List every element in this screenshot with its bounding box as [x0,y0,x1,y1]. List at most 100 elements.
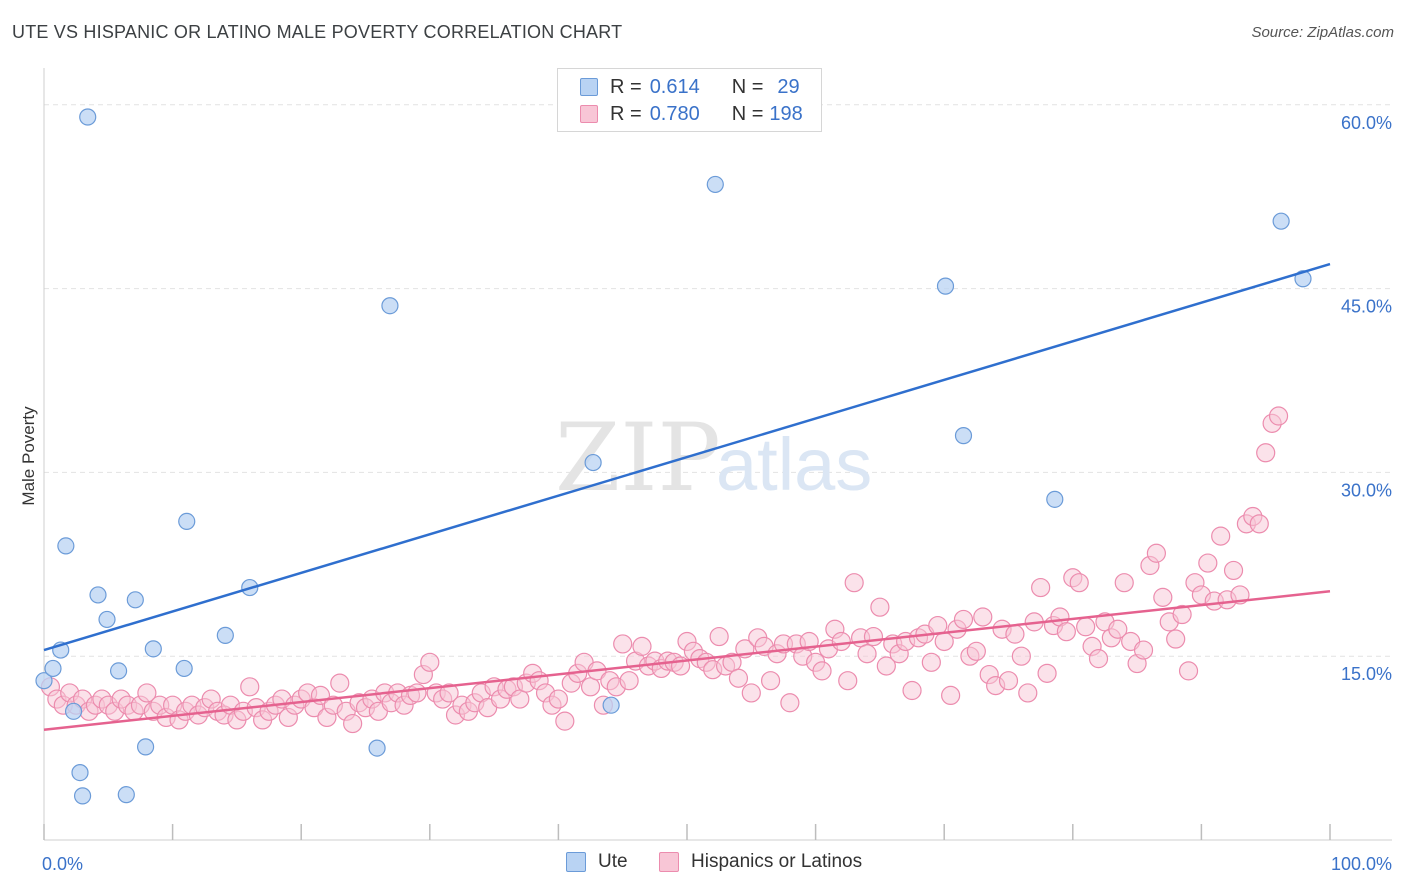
ute-point [73,787,92,805]
ute-point [98,610,116,629]
hispanic-point [857,644,877,664]
ute-point [1294,270,1312,288]
ute-point [936,277,955,295]
hispanic-point [137,683,157,703]
ute-r-label: R = [610,75,642,98]
hispanic-point [941,685,961,706]
hispanic-point [921,652,941,672]
ute-point [126,591,144,609]
ute-point [178,512,196,530]
hispanic-swatch [580,105,598,123]
hispanic-points [40,406,1289,734]
hispanic-point [240,677,260,697]
ute-point [89,586,107,604]
ute-n-value: 29 [777,75,800,98]
legend-ute-swatch [566,852,586,872]
hispanic-point [1198,553,1218,573]
hispanic-point [407,683,427,703]
ute-point [216,626,234,644]
hispanic-point [998,671,1019,691]
hispanic-point [1114,573,1134,593]
ute-n-label: N = [731,75,764,98]
ute-point [35,672,53,690]
hispanic-point [876,656,896,676]
hispanic-point [870,597,890,617]
legend-item-hispanic: Hispanics or Latinos [659,851,862,873]
hispanic-point [1037,663,1057,683]
hispanic-point [1133,640,1154,660]
hispanic-point [1056,622,1076,642]
ute-point [109,662,128,680]
hispanic-point [330,673,350,693]
hispanic-point [1249,514,1269,534]
y-tick-label: 15.0% [1341,664,1392,684]
ute-point [1272,212,1290,230]
ute-point [57,537,75,555]
ute-point [71,764,89,782]
ute-point [584,453,602,472]
ute-swatch [580,78,598,96]
axes [43,68,1392,841]
ute-points [35,108,1312,805]
ute-point [381,297,399,315]
chart-title: UTE VS HISPANIC OR LATINO MALE POVERTY C… [12,22,623,42]
hispanic-point [420,652,440,672]
hispanic-point [844,573,864,593]
y-tick-label: 60.0% [1341,113,1392,133]
hispanic-point [760,671,781,691]
hispanic-point [1211,526,1231,546]
hispanic-point [1256,443,1276,463]
hispanic-point [1031,577,1051,598]
ute-point [144,640,162,658]
y-tick-label: 45.0% [1341,297,1392,317]
hispanic-point [1018,683,1038,703]
hispanic-point [973,607,993,627]
hispanic-point [1172,604,1192,625]
ute-point [706,175,724,194]
hispanic-r-value: 0.780 [649,102,700,125]
hispanic-point [1153,587,1173,607]
hispanic-point [831,631,851,652]
hispanic-point [632,636,652,656]
hispanic-point [343,713,363,734]
hispanic-point [1146,543,1166,563]
ute-point [368,739,386,757]
hispanic-point [709,626,729,647]
hispanic-point [580,677,601,697]
hispanic-point [555,711,575,731]
stats-row-hispanic: R = 0.780 N = 198 [580,101,803,127]
hispanic-n-value: 198 [769,102,803,125]
hispanic-point [1069,573,1089,593]
hispanic-point [812,661,832,681]
hispanic-point [1268,406,1289,426]
stats-row-ute: R = 0.614 N = 29 [580,74,800,100]
y-axis-label: Male Poverty [19,406,38,506]
hispanic-trend-line [43,590,1331,731]
hispanic-point [1088,649,1109,669]
ute-point [79,108,97,126]
ute-point [136,738,155,756]
trend-lines [43,262,1331,731]
ute-point [954,427,973,445]
hispanic-point [1166,629,1186,649]
hispanic-point [1108,619,1128,639]
ute-point [44,659,62,678]
x-tick-label: 0.0% [42,854,83,874]
hispanic-point [953,609,974,630]
hispanic-point [728,668,749,688]
hispanic-n-label: N = [731,102,764,125]
watermark-atlas: atlas [716,423,872,506]
ute-trend-line [43,262,1331,652]
hispanic-point [838,671,858,691]
legend-hispanic-swatch [659,852,679,872]
ute-point [175,659,193,678]
ute-point [117,786,135,804]
hispanic-point [439,683,459,703]
hispanic-point [613,634,633,654]
hispanic-point [966,641,986,661]
hispanic-point [548,689,569,709]
hispanic-point [1076,617,1096,637]
tick-labels: 15.0% 30.0% 45.0% 60.0% 0.0% 100.0% [42,113,1392,874]
hispanic-point [741,683,761,703]
